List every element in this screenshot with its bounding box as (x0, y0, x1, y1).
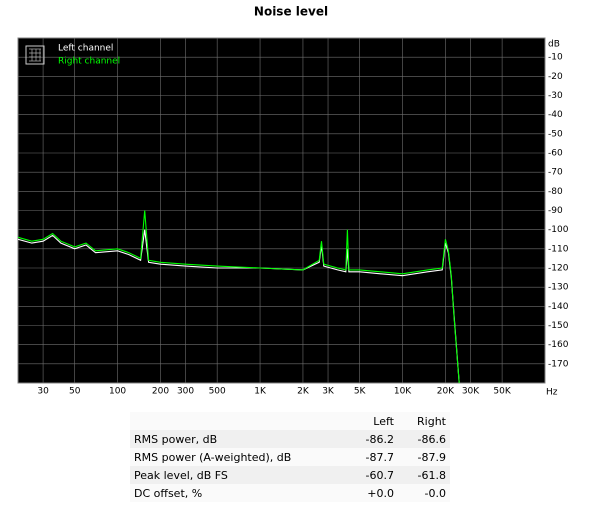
y-tick-label: -140 (548, 302, 569, 312)
value-cell: -61.8 (417, 468, 446, 482)
y-tick-label: -100 (548, 225, 569, 235)
x-tick-label: 20K (437, 387, 455, 397)
row-label: Peak level, dB FS (134, 468, 228, 482)
y-tick-label: -170 (548, 359, 569, 369)
x-tick-label: 1K (254, 387, 267, 397)
y-axis-label: dB (548, 40, 560, 50)
y-tick-label: -90 (548, 206, 563, 216)
x-tick-label: 50K (493, 387, 511, 397)
x-axis-label: Hz (546, 388, 558, 398)
x-tick-label: 10K (394, 387, 412, 397)
x-tick-label: 2K (297, 387, 310, 397)
y-tick-label: -50 (548, 129, 563, 139)
x-tick-label: 300 (177, 387, 194, 397)
value-cell: +0.0 (367, 486, 394, 500)
x-tick-label: 30K (462, 387, 480, 397)
y-tick-label: -20 (548, 72, 563, 82)
y-tick-label: -130 (548, 283, 569, 293)
chart-title: Noise level (254, 5, 328, 19)
value-cell: -87.7 (365, 450, 394, 464)
y-tick-label: -110 (548, 244, 569, 254)
x-tick-label: 50 (69, 387, 81, 397)
x-tick-label: 5K (354, 387, 367, 397)
header-cell (130, 412, 346, 430)
legend-icon-grid (29, 48, 41, 62)
stats-table: Left Right RMS power, dB -86.2 -86.6 RMS powe… (130, 412, 450, 502)
y-tick-label: -60 (548, 149, 563, 159)
table-header: Left Right (130, 412, 450, 430)
value-cell: -60.7 (365, 468, 394, 482)
value-cell: -87.9 (417, 450, 446, 464)
header-cell: Left (373, 414, 394, 428)
table-row: RMS power, dB -86.2 -86.6 (130, 430, 450, 448)
x-tick-label: 100 (109, 387, 126, 397)
x-tick-label: 200 (152, 387, 169, 397)
legend-label: Right channel (58, 57, 120, 67)
y-tick-label: -40 (548, 110, 563, 120)
row-label: RMS power, dB (134, 432, 218, 446)
header-cell: Right (417, 414, 446, 428)
value-cell: -86.2 (365, 432, 394, 446)
y-tick-label: -70 (548, 168, 563, 178)
x-tick-label: 3K (322, 387, 335, 397)
x-tick-label: 30 (37, 387, 49, 397)
y-tick-label: -120 (548, 264, 569, 274)
value-cell: -86.6 (417, 432, 446, 446)
legend-icon (25, 45, 45, 65)
y-tick-label: -150 (548, 321, 569, 331)
row-label: RMS power (A-weighted), dB (134, 450, 292, 464)
y-tick-label: -160 (548, 340, 569, 350)
value-cell: -0.0 (424, 486, 446, 500)
table-row: RMS power (A-weighted), dB -87.7 -87.9 (130, 448, 450, 466)
legend-label: Left channel (58, 44, 113, 54)
x-tick-label: 500 (209, 387, 226, 397)
series-line (18, 210, 460, 383)
table-row: Peak level, dB FS -60.7 -61.8 (130, 466, 450, 484)
chart: Noise level dB Hz -10 -20 -30 -40 -50 -60 -70 -… (17, 5, 569, 398)
row-label: DC offset, % (134, 486, 203, 500)
y-tick-label: -80 (548, 187, 563, 197)
y-tick-label: -30 (548, 91, 563, 101)
table-row: DC offset, % +0.0 -0.0 (130, 484, 450, 502)
y-tick-label: -10 (548, 53, 563, 63)
